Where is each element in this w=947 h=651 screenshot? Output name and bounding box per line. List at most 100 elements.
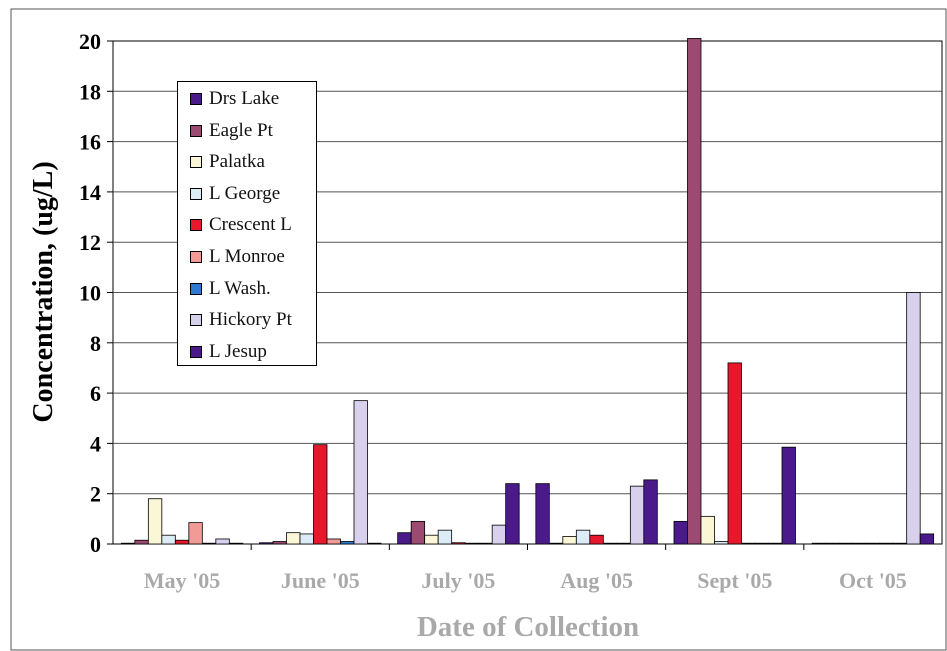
legend-swatch	[190, 345, 202, 358]
legend-label: Crescent L	[209, 214, 292, 236]
bar-palatka-2	[424, 534, 439, 545]
legend-item: Crescent L	[190, 214, 292, 236]
legend-label: L Monroe	[209, 246, 285, 267]
bar-palatka-0	[147, 498, 163, 545]
x-tick-label: May '05	[144, 568, 220, 593]
bar-l-jesup-3	[643, 479, 658, 545]
bar-l-wash-2	[478, 542, 493, 545]
y-tick-label: 16	[79, 130, 101, 155]
bar-drs-lake-5	[811, 542, 827, 545]
legend-swatch	[190, 251, 202, 263]
bar-l-monroe-1	[326, 538, 341, 545]
y-tick-label: 10	[79, 281, 101, 306]
x-tick-label: June '05	[281, 568, 360, 593]
y-tick-labels: 0 2 4 6 8 10 12 14 16 18 20	[79, 29, 101, 557]
bar-l-wash-4	[754, 542, 769, 545]
legend-label: Drs Lake	[209, 88, 280, 109]
legend-item: L George	[190, 183, 280, 205]
y-tick-label: 8	[90, 331, 101, 356]
bar-l-wash-1	[340, 541, 355, 545]
legend-item: Palatka	[190, 151, 265, 173]
legend-swatch	[190, 156, 202, 169]
legend-label: L George	[209, 182, 281, 204]
bar-l-monroe-4	[741, 542, 756, 545]
bar-hickory-pt-1	[353, 400, 368, 545]
x-axis-title: Date of Collection	[417, 611, 639, 643]
x-tick-label: Oct '05	[839, 568, 907, 593]
bar-palatka-5	[838, 542, 854, 545]
bar-l-jesup-2	[505, 483, 520, 545]
bar-palatka-1	[286, 532, 301, 545]
bar-crescent-l-0	[174, 539, 190, 545]
bar-drs-lake-3	[535, 483, 550, 545]
legend: Drs Lake Eagle Pt Palatka L George Crescent …	[177, 81, 317, 366]
legend-item: Drs Lake	[190, 88, 279, 110]
bar-l-george-2	[437, 529, 453, 545]
bar-hickory-pt-2	[491, 524, 507, 545]
bar-drs-lake-4	[673, 520, 688, 545]
bar-hickory-pt-0	[215, 538, 230, 545]
x-tick-label: Sept '05	[697, 568, 772, 593]
y-tick-label: 20	[79, 29, 101, 54]
bar-eagle-pt-2	[410, 520, 426, 545]
legend-label: Eagle Pt	[209, 119, 273, 141]
bar-hickory-pt-5	[906, 292, 921, 545]
bar-l-george-1	[299, 533, 314, 545]
legend-label: L Wash.	[209, 277, 271, 299]
legend-item: L Jesup	[190, 341, 267, 363]
bar-l-george-3	[575, 529, 591, 545]
bar-eagle-pt-1	[272, 541, 287, 545]
bar-eagle-pt-3	[548, 542, 564, 545]
legend-item: Hickory Pt	[190, 309, 292, 331]
outer-border	[10, 8, 947, 651]
bar-hickory-pt-3	[629, 485, 645, 545]
bar-l-wash-3	[616, 542, 631, 545]
bar-crescent-l-4	[727, 362, 742, 545]
y-tick-label: 0	[90, 532, 101, 557]
y-axis-title: Concentration, (ug/L)	[28, 161, 59, 422]
legend-swatch	[190, 314, 202, 327]
legend-label: L Jesup	[209, 340, 267, 362]
bar-drs-lake-1	[259, 542, 274, 545]
legend-label: Palatka	[209, 151, 265, 173]
y-tick-label: 12	[79, 230, 101, 255]
bar-l-george-0	[161, 534, 176, 545]
x-tick-label: Aug '05	[560, 568, 633, 593]
bar-eagle-pt-0	[134, 539, 149, 545]
bar-eagle-pt-4	[687, 38, 702, 545]
bar-drs-lake-0	[120, 542, 136, 545]
bar-crescent-l-2	[451, 542, 466, 545]
bar-crescent-l-3	[589, 534, 604, 545]
bar-l-jesup-5	[919, 533, 935, 545]
bar-l-wash-5	[892, 542, 908, 545]
y-tick-label: 4	[90, 431, 101, 456]
bar-palatka-3	[562, 536, 577, 545]
bar-l-monroe-3	[602, 542, 618, 545]
x-tick-labels: May '05 June '05 July '05 Aug '05 Sept '05 Oc…	[144, 568, 907, 593]
y-tick-label: 6	[90, 381, 101, 406]
bar-drs-lake-2	[397, 532, 412, 545]
legend-swatch	[190, 219, 202, 232]
bar-crescent-l-5	[865, 542, 881, 545]
legend-swatch	[190, 124, 202, 137]
x-tick-label: July '05	[421, 568, 495, 593]
bar-l-wash-0	[201, 542, 217, 545]
bars	[120, 38, 935, 545]
y-tick-label: 18	[79, 79, 101, 104]
bar-l-jesup-0	[228, 542, 244, 545]
bar-eagle-pt-5	[825, 542, 840, 545]
bar-crescent-l-1	[313, 444, 328, 545]
legend-item: L Monroe	[190, 246, 285, 268]
bar-l-george-4	[714, 541, 729, 545]
legend-label: Hickory Pt	[209, 309, 292, 331]
legend-swatch	[190, 187, 202, 200]
bar-l-monroe-2	[464, 542, 480, 545]
legend-item: L Wash.	[190, 278, 271, 300]
bar-l-george-5	[852, 542, 867, 545]
axis-ticks	[107, 40, 805, 550]
legend-swatch	[190, 282, 202, 295]
bar-l-monroe-5	[879, 542, 894, 545]
bar-l-monroe-0	[188, 522, 203, 545]
bar-palatka-4	[700, 515, 715, 545]
